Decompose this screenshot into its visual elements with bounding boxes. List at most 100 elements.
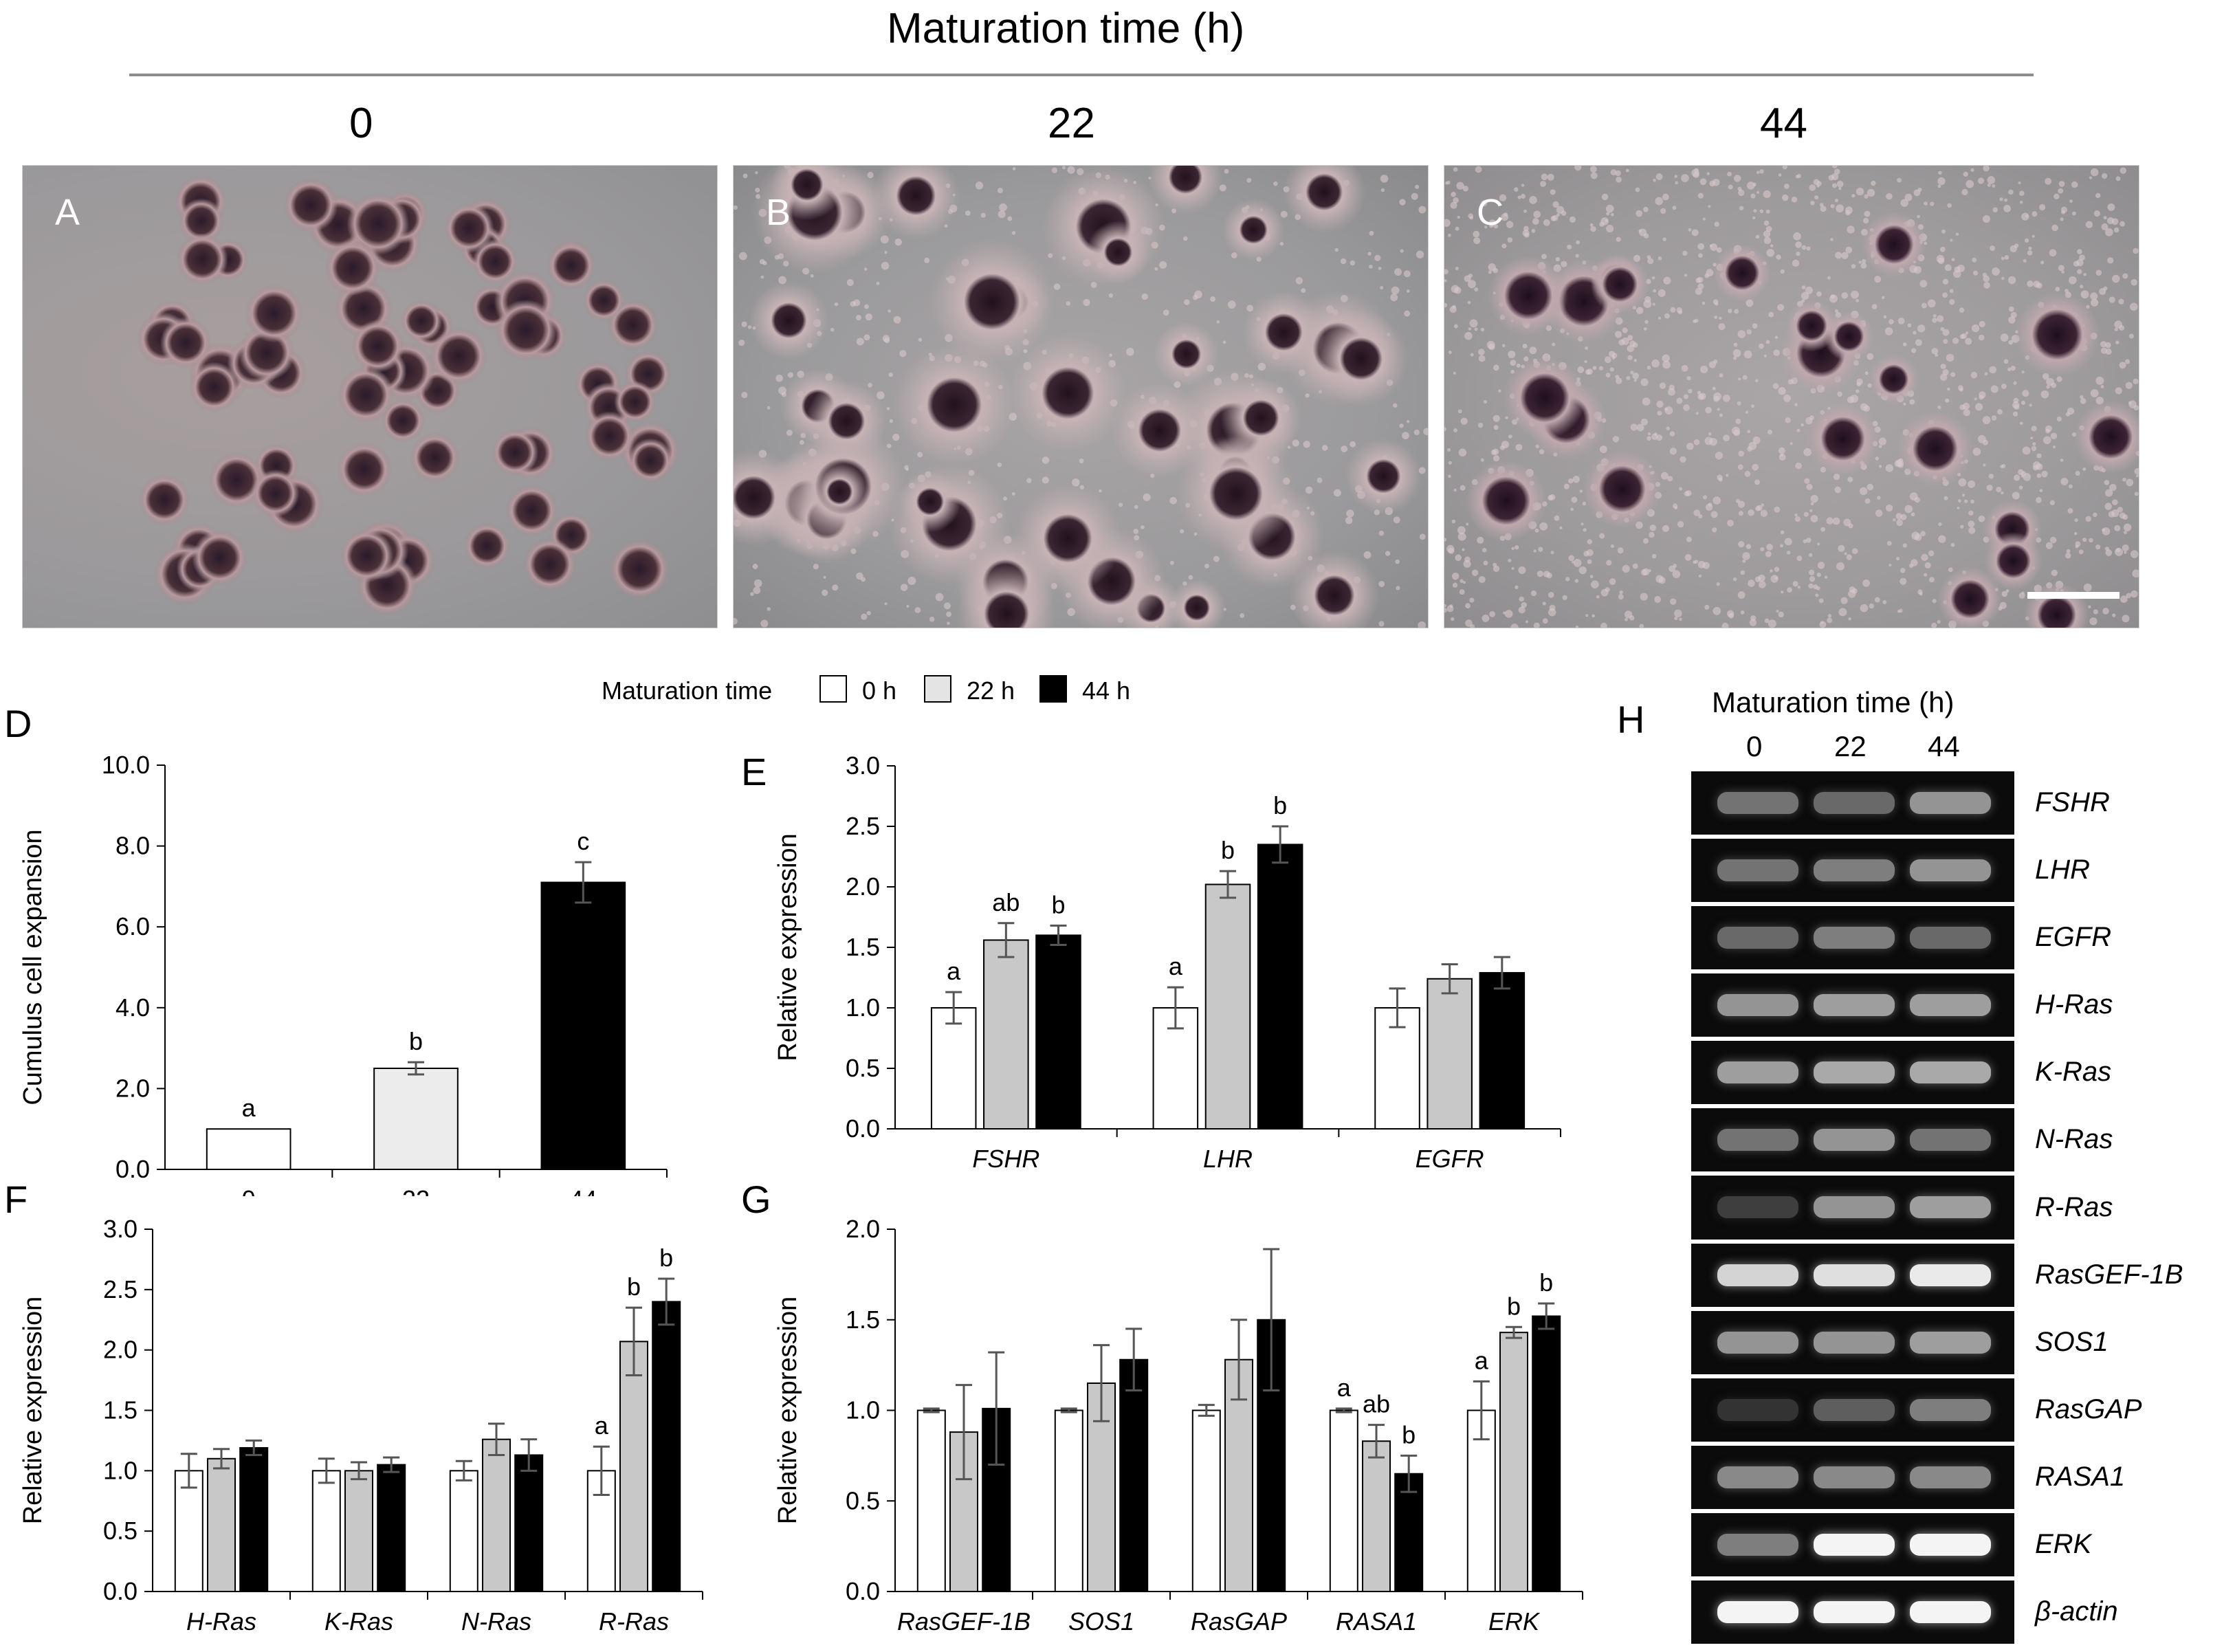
- panel-label-h: H: [1617, 698, 1645, 741]
- cumulus-cell: [1622, 564, 1630, 573]
- cumulus-cell: [2133, 247, 2139, 254]
- bar-0h: [449, 1470, 478, 1593]
- cumulus-cell: [1099, 489, 1102, 493]
- cumulus-cell: [1633, 359, 1638, 362]
- cumulus-cell: [2115, 340, 2120, 344]
- oocyte: [351, 319, 405, 373]
- cumulus-cell: [1477, 422, 1484, 428]
- cumulus-cell: [1963, 171, 1968, 177]
- gel-strip: [1691, 1041, 2014, 1106]
- cumulus-cell: [1680, 456, 1686, 463]
- y-axis-label: Relative expression: [773, 1297, 802, 1525]
- cumulus-cell: [1810, 515, 1818, 522]
- cumulus-cell: [1813, 584, 1818, 590]
- cumulus-cell: [2021, 400, 2026, 406]
- x-tick-label: R-Ras: [599, 1607, 669, 1636]
- cumulus-cell: [1473, 237, 1481, 245]
- cumulus-cell: [1913, 331, 1917, 335]
- gel-band: [1814, 792, 1895, 815]
- cumulus-cell: [1698, 574, 1702, 578]
- cumulus-cell: [1463, 560, 1471, 568]
- scale-bar: [2027, 592, 2120, 599]
- cumulus-cell: [1469, 319, 1478, 328]
- cumulus-cell: [1749, 619, 1757, 626]
- cumulus-cell: [1657, 410, 1662, 416]
- cumulus-cell: [1556, 213, 1560, 217]
- cumulus-cell: [1950, 372, 1956, 377]
- cumulus-cell: [904, 465, 909, 470]
- bar-0h: [311, 1470, 341, 1593]
- cumulus-cell: [1841, 252, 1849, 260]
- cumulus-cell: [2049, 249, 2057, 257]
- cumulus-cell: [1399, 423, 1404, 428]
- cumulus-cell: [1488, 270, 1492, 274]
- gel-band: [1717, 1196, 1798, 1219]
- oocyte: [872, 166, 960, 240]
- cumulus-cell: [1752, 182, 1757, 187]
- cumulus-cell: [1660, 208, 1666, 214]
- cumulus-cell: [1627, 335, 1633, 341]
- cumulus-cell: [2005, 589, 2010, 593]
- cumulus-cell: [1965, 338, 1972, 345]
- gel-band: [1814, 1129, 1895, 1152]
- cumulus-cell: [1864, 194, 1869, 199]
- cumulus-cell: [1508, 558, 1512, 562]
- gel-band: [1910, 1398, 1991, 1421]
- oocyte: [734, 449, 802, 546]
- cumulus-cell: [1884, 327, 1893, 335]
- cumulus-cell: [1947, 387, 1950, 391]
- bar-44h: [1035, 934, 1081, 1130]
- cumulus-cell: [2001, 256, 2005, 261]
- cumulus-cell: [1959, 307, 1965, 313]
- cumulus-cell: [1902, 342, 1907, 346]
- cumulus-cell: [1184, 299, 1190, 305]
- cumulus-cell: [1803, 539, 1807, 544]
- cumulus-cell: [1478, 576, 1486, 584]
- cumulus-cell: [1911, 559, 1918, 566]
- cumulus-cell: [1748, 580, 1755, 587]
- cumulus-cell: [1640, 593, 1648, 601]
- cumulus-cell: [1411, 192, 1418, 200]
- cumulus-cell: [2041, 470, 2048, 478]
- gel-strip: [1691, 1378, 2014, 1443]
- cumulus-cell: [2118, 298, 2124, 305]
- gel-band: [1814, 1331, 1895, 1354]
- gel-strip: [1691, 1176, 2014, 1241]
- gel-gene-label: SOS1: [2035, 1326, 2109, 1357]
- cumulus-cell: [2120, 167, 2127, 174]
- cumulus-cell: [2132, 569, 2139, 578]
- cumulus-cell: [1458, 448, 1467, 457]
- cumulus-cell: [943, 602, 951, 610]
- cumulus-cell: [1675, 181, 1678, 185]
- cumulus-cell: [1600, 622, 1607, 628]
- cumulus-cell: [741, 321, 747, 327]
- cumulus-cell: [1719, 413, 1723, 417]
- cumulus-cell: [1924, 201, 1928, 206]
- cumulus-cell: [2111, 509, 2120, 518]
- cumulus-cell: [1630, 371, 1634, 375]
- cumulus-cell: [1991, 415, 1997, 421]
- oocyte: [1167, 578, 1226, 628]
- cumulus-cell: [1738, 189, 1745, 197]
- cumulus-cell: [1651, 553, 1657, 559]
- cumulus-cell: [1972, 448, 1981, 456]
- cumulus-cell: [1781, 194, 1789, 201]
- cumulus-cell: [1533, 549, 1537, 553]
- cumulus-cell: [907, 576, 916, 585]
- gel-gene-label: LHR: [2035, 855, 2091, 885]
- cumulus-cell: [2043, 436, 2051, 445]
- cumulus-cell: [1787, 587, 1793, 593]
- cumulus-cell: [1737, 377, 1741, 381]
- cumulus-cell: [1647, 436, 1652, 441]
- cumulus-cell: [1511, 566, 1515, 570]
- cumulus-cell: [1776, 254, 1781, 260]
- gel-band: [1910, 1600, 1991, 1623]
- cumulus-cell: [1688, 388, 1693, 394]
- cumulus-cell: [1188, 575, 1193, 580]
- cumulus-cell: [1897, 609, 1901, 613]
- cumulus-cell: [1393, 403, 1398, 408]
- cumulus-cell: [1706, 269, 1714, 277]
- cumulus-cell: [1820, 527, 1826, 532]
- cumulus-cell: [1768, 311, 1774, 318]
- gel-strip: [1691, 1108, 2014, 1174]
